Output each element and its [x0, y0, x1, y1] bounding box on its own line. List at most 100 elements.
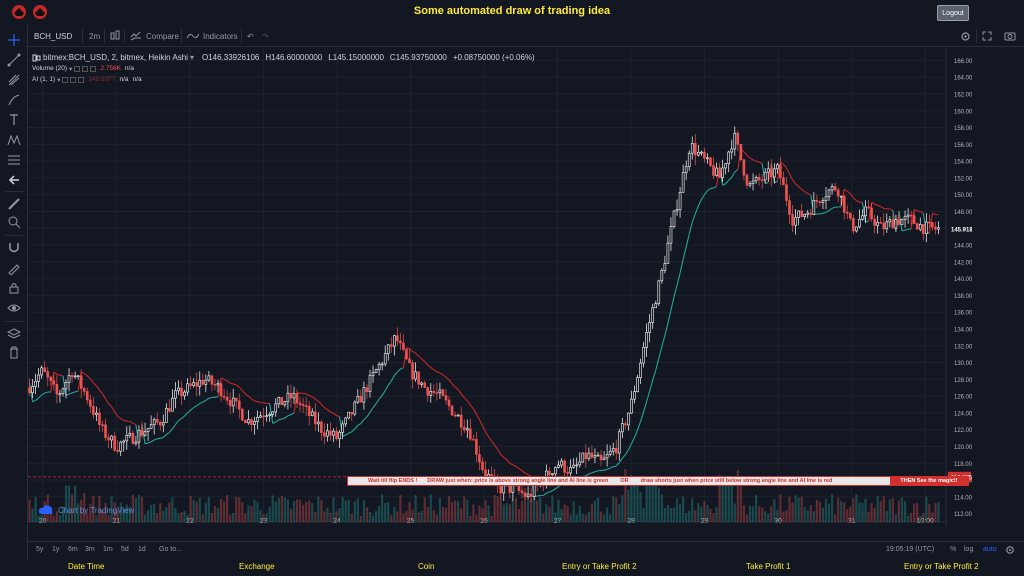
volume-label[interactable]: Volume (20) [32, 65, 68, 72]
log-toggle[interactable]: log [964, 546, 974, 553]
crosshair-icon[interactable] [7, 33, 21, 47]
redo-icon[interactable]: ↷ [262, 31, 269, 41]
candle-body [399, 340, 402, 344]
text-icon[interactable] [7, 113, 21, 127]
settings-icon[interactable] [70, 76, 77, 83]
ai-line-segment [80, 371, 85, 374]
volume-bar [399, 494, 402, 522]
ai-line-segment [457, 389, 462, 395]
ai-line-segment [339, 416, 344, 437]
layers-icon[interactable] [7, 327, 21, 341]
volume-bar [238, 497, 241, 522]
ai-line-segment [682, 246, 687, 260]
symbol-search[interactable]: BCH_USD [34, 31, 73, 41]
pattern-icon[interactable] [7, 133, 21, 147]
volume-bar [885, 511, 888, 522]
settings-icon[interactable] [960, 25, 971, 47]
volume-bar [706, 504, 709, 522]
utc-time[interactable]: 19:05:19 (UTC) [886, 546, 935, 553]
percent-toggle[interactable]: % [950, 546, 957, 553]
candle-body [289, 392, 293, 399]
volume-bar [928, 504, 931, 522]
range-1m[interactable]: 1m [103, 546, 113, 553]
zoom-icon[interactable] [7, 215, 21, 229]
volume-bar [834, 514, 837, 522]
interval-button[interactable]: 2m [89, 31, 101, 41]
range-1d[interactable]: 1d [138, 546, 146, 553]
ai-line-segment [89, 378, 94, 384]
trendline-icon[interactable] [7, 53, 21, 67]
ruler-icon[interactable] [7, 197, 21, 211]
cloud-icon [38, 505, 53, 514]
volume-bar [794, 495, 797, 522]
fullscreen-icon[interactable] [982, 25, 992, 47]
compare-button[interactable]: Compare [130, 25, 179, 47]
camera-icon[interactable] [1004, 25, 1016, 47]
range-5d[interactable]: 5d [121, 546, 129, 553]
ai-line-segment [41, 392, 46, 396]
range-3m[interactable]: 3m [85, 546, 95, 553]
range-5y[interactable]: 5y [36, 546, 44, 553]
close-icon[interactable] [90, 65, 97, 72]
settings-icon[interactable] [82, 65, 89, 72]
ai-line-segment [71, 391, 76, 394]
logout-button[interactable]: Logout [937, 5, 969, 21]
ai-line-segment [861, 202, 867, 222]
chevron-down-icon[interactable]: ▾ [57, 76, 61, 84]
volume-bar [52, 515, 55, 522]
candle-body [161, 422, 165, 426]
tradingview-watermark[interactable]: Chart by TradingView [38, 504, 134, 516]
volume-bar [888, 499, 891, 522]
volume-bar [910, 513, 913, 522]
candle-body [386, 344, 390, 354]
indicators-button[interactable]: Indicators [187, 25, 238, 47]
ai-label[interactable]: AI (1, 1) [32, 76, 56, 83]
pencil-lock-icon[interactable] [7, 261, 21, 275]
goto-button[interactable]: Go to... [159, 546, 182, 553]
ai-line-segment [454, 386, 459, 391]
candle-body [241, 408, 244, 421]
visibility-icon[interactable] [74, 65, 81, 72]
volume-bar [685, 513, 688, 522]
ai-line-segment [774, 180, 778, 184]
volume-bar [411, 509, 414, 522]
y-axis-label: 112.00000000 [954, 512, 972, 518]
y-axis-label: 158.00000000 [954, 126, 972, 132]
chevron-down-icon[interactable]: ▾ [69, 65, 73, 73]
trash-icon[interactable] [7, 345, 21, 359]
volume-bar [408, 501, 411, 522]
magnet-icon[interactable] [7, 241, 21, 255]
volume-bar [733, 503, 736, 522]
visibility-icon[interactable] [62, 76, 69, 83]
candle-body [800, 210, 803, 217]
series-name[interactable]: bitmex:BCH_USD, 2, bitmex, Heikin Ashi [43, 53, 188, 62]
pitchfork-icon[interactable] [7, 73, 21, 87]
volume-bar [864, 498, 867, 522]
candle-body [614, 448, 618, 454]
volume-bar [502, 504, 505, 522]
chevron-down-icon[interactable]: ▾ [189, 53, 194, 62]
volume-bar [219, 498, 223, 522]
price-chart[interactable]: 166.00000000 164.00000000 162.00000000 160.… [28, 48, 972, 526]
settings-icon[interactable] [1005, 545, 1015, 555]
lock-icon[interactable] [7, 281, 21, 295]
volume-bar [785, 510, 788, 522]
fib-icon[interactable] [7, 153, 21, 167]
ai-line-segment [396, 368, 401, 373]
range-6m[interactable]: 6m [68, 546, 78, 553]
ai-line-segment [506, 459, 511, 464]
candle-body [329, 430, 332, 436]
volume-bar [350, 513, 353, 522]
range-1y[interactable]: 1y [52, 546, 60, 553]
back-arrow-icon[interactable] [7, 173, 21, 187]
candle-body [636, 377, 639, 392]
brush-icon[interactable] [7, 93, 21, 107]
chart-type-icon[interactable] [110, 25, 120, 47]
ai-line-segment [478, 419, 483, 426]
undo-icon[interactable]: ↶ [247, 31, 254, 41]
ai-line-segment [199, 401, 204, 405]
ai-line-segment [606, 467, 611, 470]
close-icon[interactable] [78, 76, 85, 83]
eye-icon[interactable] [7, 301, 21, 315]
auto-toggle[interactable]: auto [983, 546, 997, 553]
